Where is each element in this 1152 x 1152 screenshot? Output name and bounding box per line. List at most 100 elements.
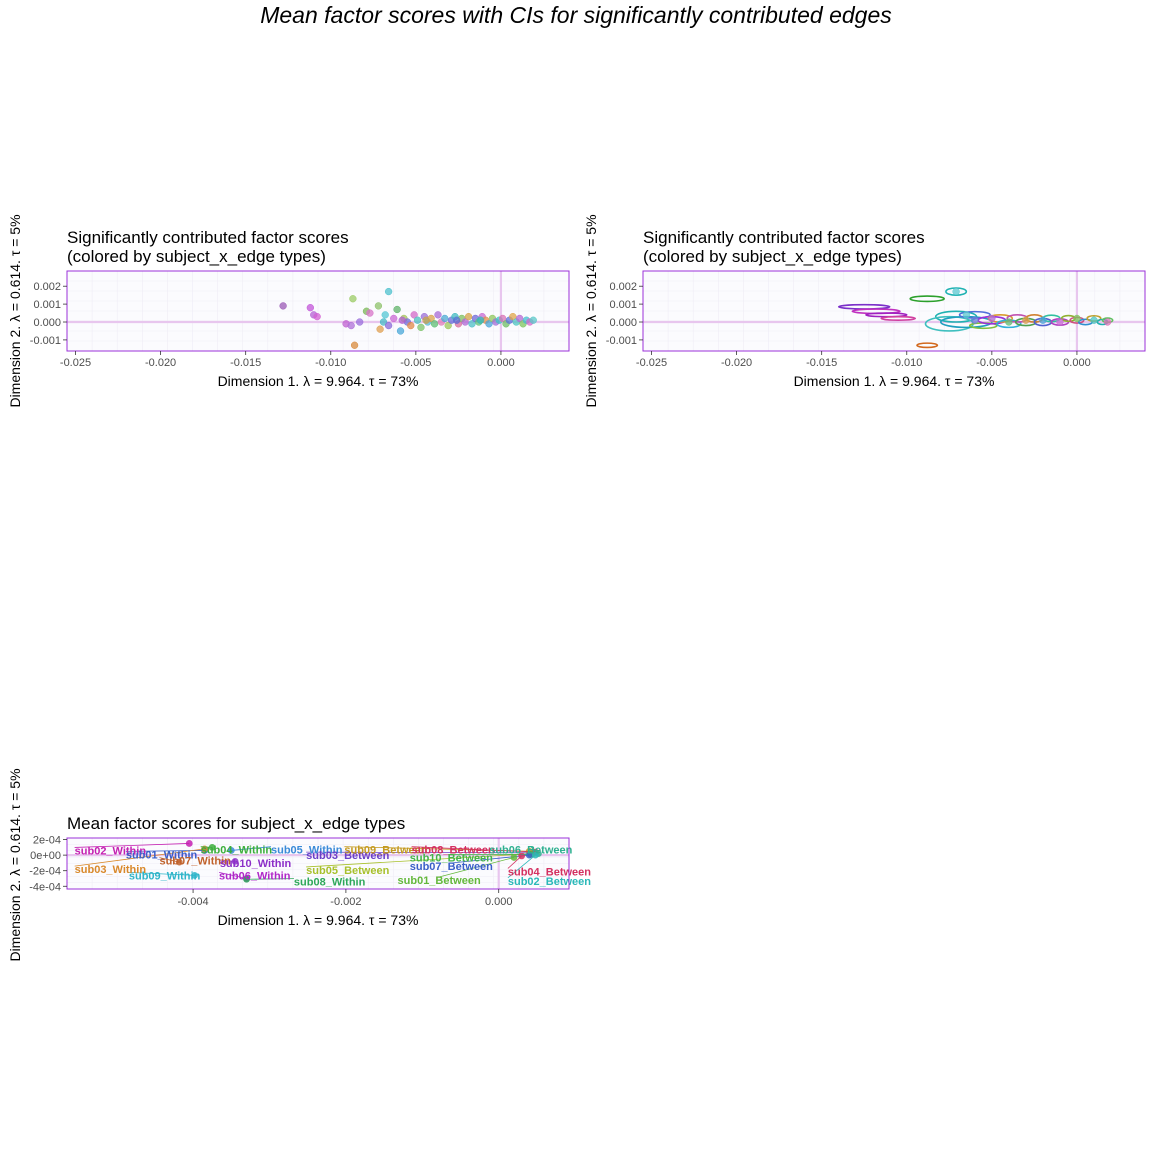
x-tick-label: -0.004 <box>177 896 208 908</box>
y-tick-label: 0.000 <box>33 317 61 329</box>
y-tick-label: -4e-04 <box>29 881 61 893</box>
x-tick-label: -0.015 <box>230 357 261 369</box>
panel-border <box>66 270 570 352</box>
label-leader-line <box>246 878 294 880</box>
point-label: sub01_Between <box>398 875 481 887</box>
label-leader-line <box>218 871 247 879</box>
data-point <box>430 320 439 328</box>
label-leader-line <box>411 846 536 853</box>
data-point <box>962 311 970 319</box>
data-point <box>407 321 415 330</box>
data-point <box>376 325 384 333</box>
data-point <box>1103 318 1112 326</box>
data-point <box>422 316 430 324</box>
x-tick-label: -0.005 <box>400 357 431 369</box>
point-label: sub05_Within <box>271 845 343 857</box>
data-point <box>434 311 442 319</box>
data-point <box>350 341 359 349</box>
point-label: sub10_Between <box>410 852 493 864</box>
data-point <box>306 304 314 312</box>
y-tick-label: -0.001 <box>606 335 637 347</box>
data-point <box>347 321 355 330</box>
x-axis-label: Dimension 1. λ = 9.964. τ = 73% <box>794 373 995 389</box>
point-label: sub03_Between <box>306 850 389 862</box>
label-leader-line <box>231 846 272 851</box>
data-point <box>384 287 393 296</box>
point-label: sub09_Between <box>344 845 427 857</box>
label-leader-line <box>128 871 195 876</box>
point-label: sub06_Between <box>489 845 572 857</box>
data-point <box>453 316 461 324</box>
data-point <box>509 312 517 321</box>
data-point <box>313 312 321 321</box>
data-point <box>441 314 449 323</box>
chart-panel-2: Significantly contributed factor scores(… <box>583 214 1146 408</box>
confidence-ellipse <box>880 315 917 322</box>
point-label: sub04_Between <box>508 866 591 878</box>
y-tick-label: 0e+00 <box>30 850 61 862</box>
mean-point <box>231 857 239 865</box>
x-tick-label: -0.010 <box>315 357 346 369</box>
panel-title: Significantly contributed factor scores <box>643 228 925 247</box>
data-point <box>464 312 473 321</box>
point-label: sub08_Between <box>412 845 495 857</box>
label-leader-line <box>74 848 205 867</box>
data-point <box>952 287 960 296</box>
y-tick-label: 0.002 <box>33 281 61 293</box>
data-point <box>374 302 383 310</box>
mean-point <box>510 854 518 861</box>
panel-border <box>642 270 1146 352</box>
y-tick-label: -0.001 <box>30 335 61 347</box>
y-tick-label: -2e-04 <box>29 866 61 878</box>
chart-panel-3: Mean factor scores for subject_x_edge ty… <box>7 768 591 961</box>
point-label: sub02_Within <box>75 845 147 857</box>
x-tick-label: -0.010 <box>891 357 922 369</box>
point-label: sub06_Within <box>219 870 291 882</box>
x-tick-label: 0.000 <box>1063 357 1091 369</box>
x-tick-label: -0.025 <box>60 357 91 369</box>
mean-point <box>185 840 193 847</box>
data-point <box>349 295 357 303</box>
mean-point <box>518 852 526 860</box>
confidence-ellipse <box>909 295 945 303</box>
mean-point <box>525 851 533 859</box>
data-point <box>1022 316 1030 324</box>
point-label: sub09_Within <box>129 870 201 882</box>
page-title: Mean factor scores with CIs for signific… <box>260 2 892 28</box>
data-point <box>356 318 364 326</box>
data-point <box>396 327 405 335</box>
panel-title: (colored by subject_x_edge types) <box>643 247 902 266</box>
data-point <box>413 316 422 324</box>
data-point <box>444 321 452 330</box>
data-point <box>1056 318 1064 326</box>
data-point <box>1039 316 1047 324</box>
y-axis-label: Dimension 2. λ = 0.614. τ = 5% <box>583 214 599 407</box>
data-point <box>410 311 418 319</box>
chart-panel-1: Significantly contributed factor scores(… <box>7 214 570 408</box>
x-tick-label: -0.025 <box>636 357 667 369</box>
x-axis-label: Dimension 1. λ = 9.964. τ = 73% <box>218 373 419 389</box>
point-label: sub07_Between <box>410 861 493 873</box>
x-tick-label: -0.020 <box>721 357 752 369</box>
data-point <box>971 316 979 324</box>
point-label: sub10_Within <box>220 858 292 870</box>
panel-border <box>66 837 570 890</box>
y-tick-label: 0.001 <box>609 299 637 311</box>
panel-title: Mean factor scores for subject_x_edge ty… <box>67 814 405 833</box>
data-point <box>381 311 389 319</box>
x-axis-label: Dimension 1. λ = 9.964. τ = 73% <box>218 912 419 928</box>
data-point <box>398 316 406 324</box>
data-point <box>498 314 507 323</box>
label-leader-line <box>74 843 190 848</box>
y-axis-label: Dimension 2. λ = 0.614. τ = 5% <box>7 768 23 961</box>
data-point <box>390 314 398 323</box>
data-point <box>485 320 493 328</box>
x-tick-label: 0.000 <box>487 357 515 369</box>
point-label: sub02_Between <box>508 876 591 888</box>
panel-title: (colored by subject_x_edge types) <box>67 247 326 266</box>
data-point <box>461 318 469 326</box>
data-point <box>379 318 388 326</box>
mean-point <box>175 858 183 866</box>
point-label: sub03_Within <box>75 864 147 876</box>
